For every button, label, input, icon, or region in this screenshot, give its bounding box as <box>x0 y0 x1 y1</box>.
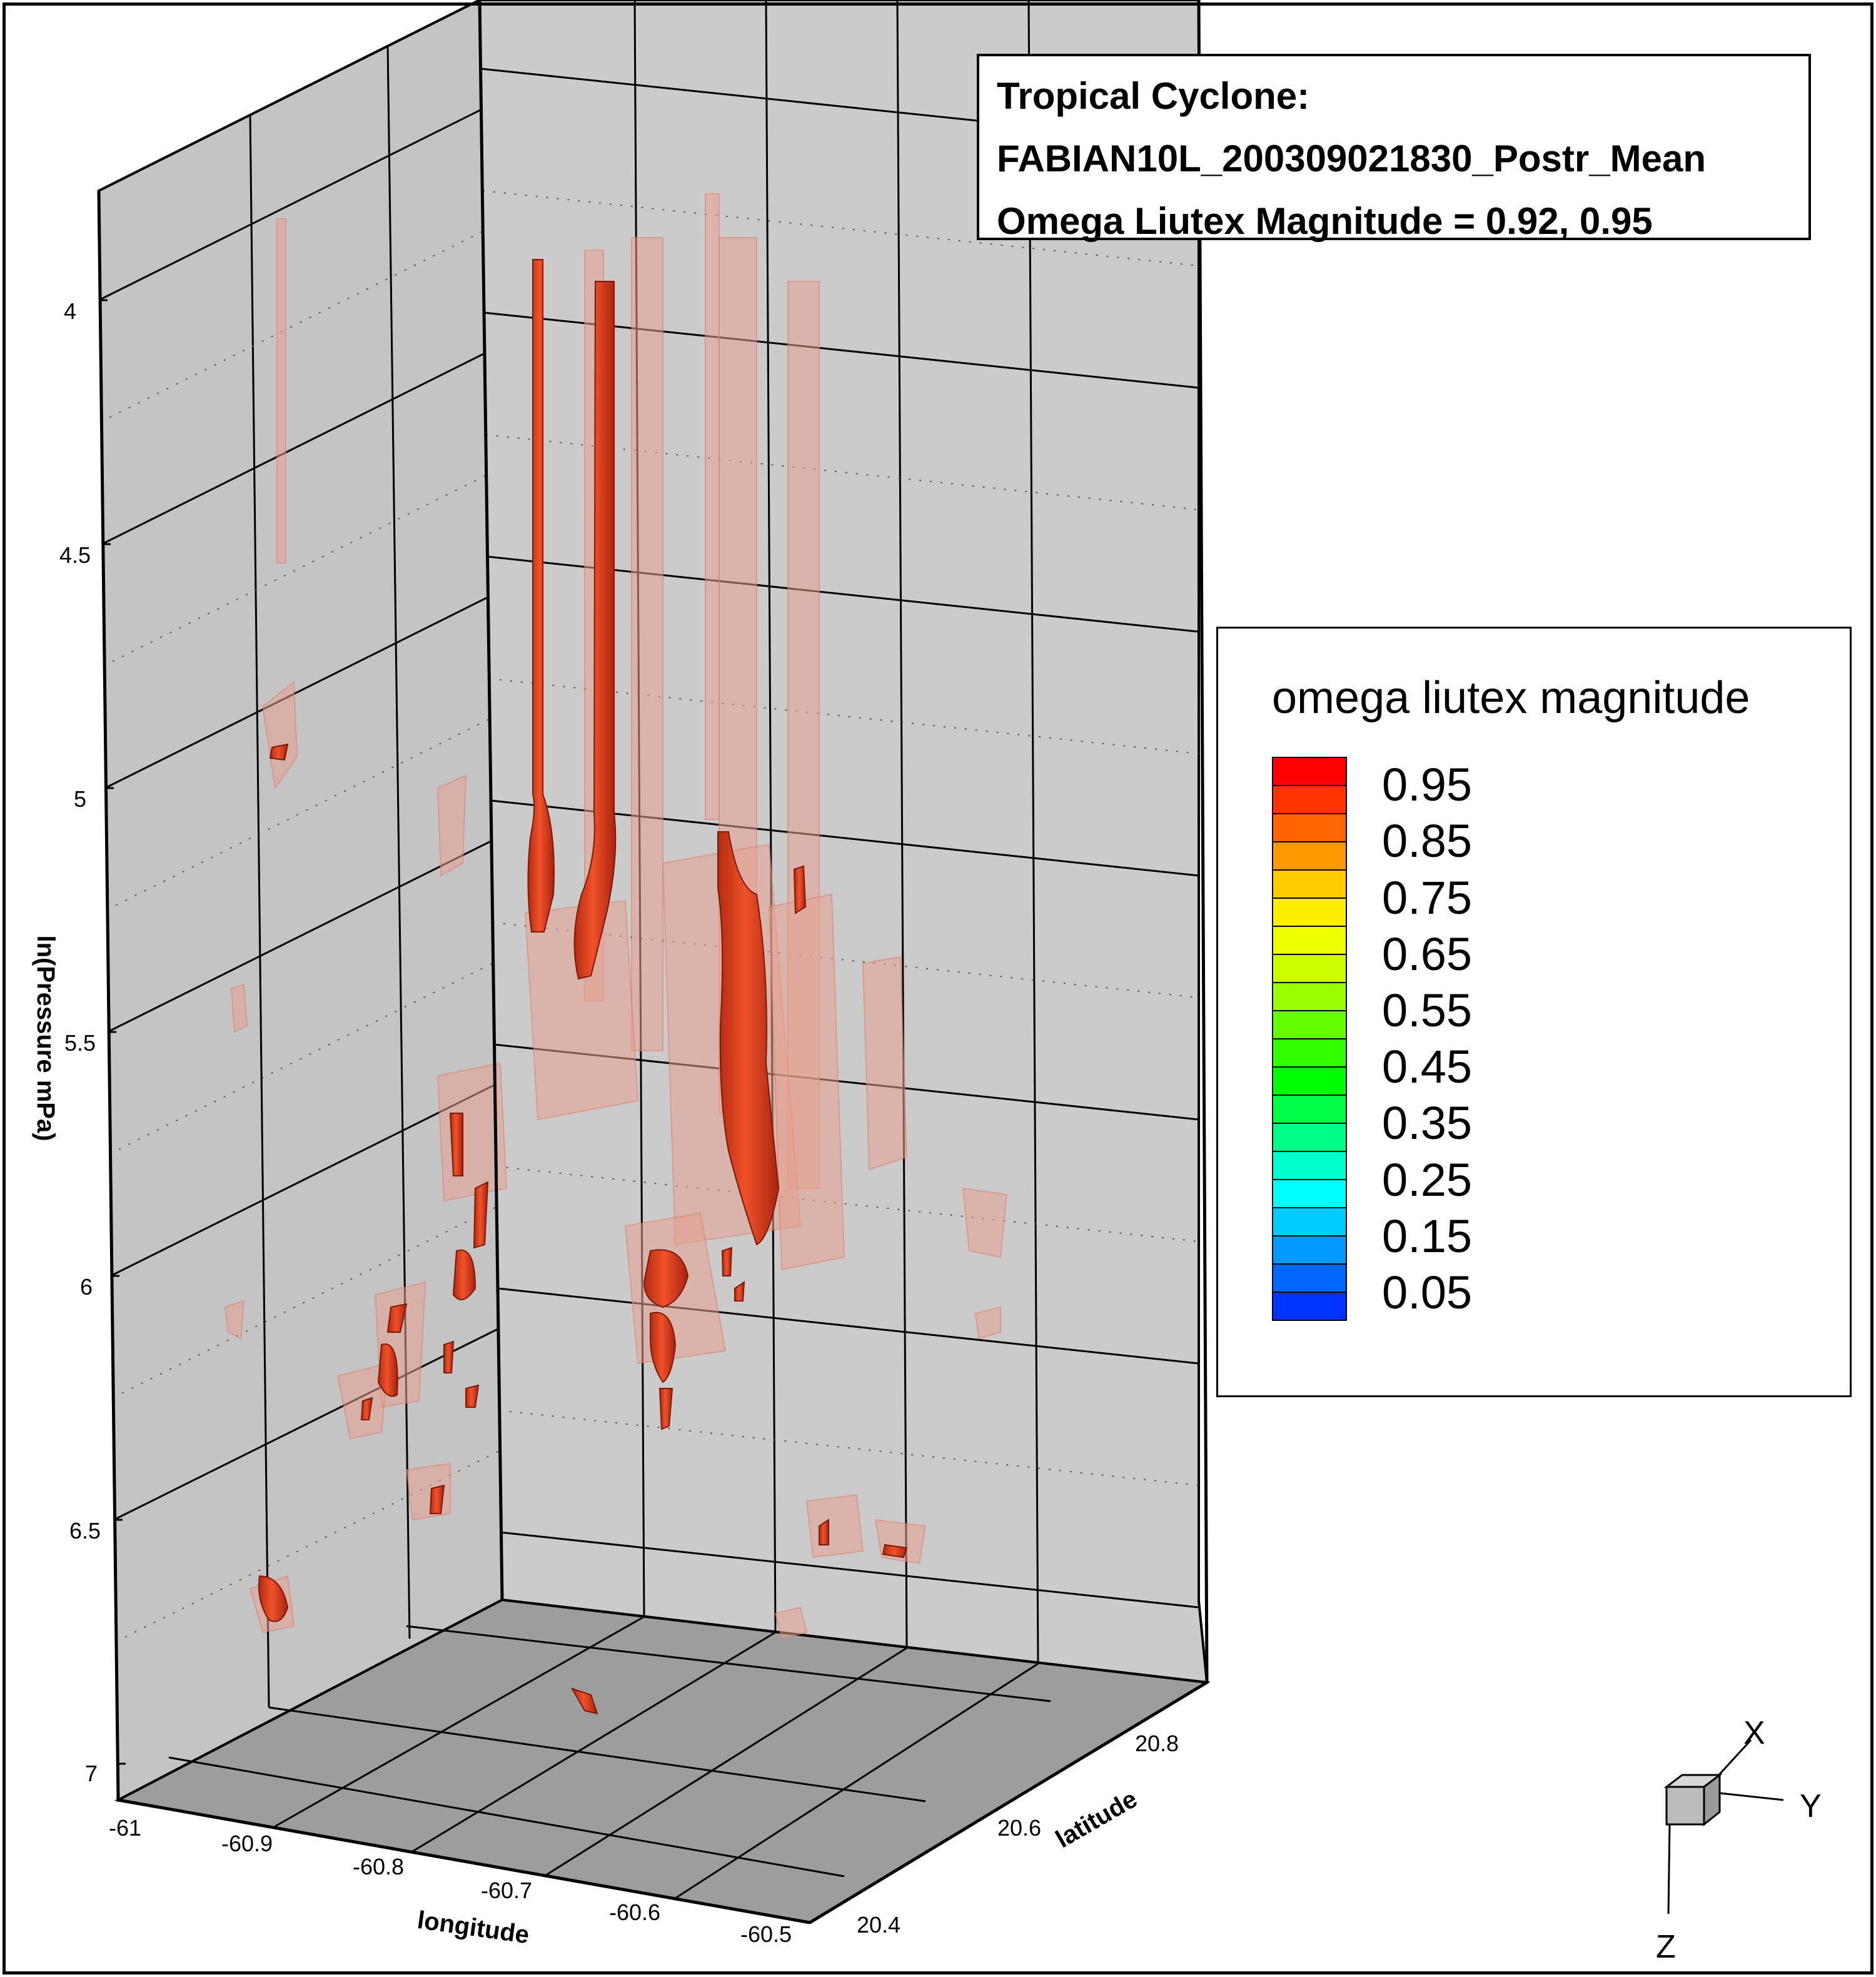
legend-swatch <box>1273 842 1346 871</box>
legend-label: 0.95 <box>1382 759 1473 811</box>
color-legend: omega liutex magnitude 0.95 0.85 0.75 0.65 0… <box>1216 627 1852 1397</box>
isosurface-strong <box>258 259 908 1715</box>
z-tick-label: 6.5 <box>69 1518 101 1544</box>
orientation-axes: X Y Z <box>1656 1715 1822 1965</box>
x-tick-label: -60.5 <box>740 1921 792 1947</box>
legend-swatch <box>1273 871 1346 899</box>
z-tick-label: 5.5 <box>64 1030 96 1056</box>
legend-swatch <box>1273 955 1346 983</box>
y-axis-title: latitude <box>1051 1785 1142 1853</box>
legend-color-bar <box>1272 757 1347 1321</box>
legend-swatch <box>1273 1236 1346 1265</box>
legend-label: 0.75 <box>1382 871 1473 924</box>
legend-label: 0.25 <box>1382 1153 1473 1206</box>
x-tick-label: -60.8 <box>353 1854 404 1879</box>
z-tick-label: 4.5 <box>59 542 91 568</box>
legend-swatch <box>1273 758 1346 786</box>
title-line: Tropical Cyclone: <box>997 75 1310 117</box>
legend-label: 0.05 <box>1382 1266 1473 1318</box>
orientation-z-label: Z <box>1656 1929 1676 1965</box>
legend-swatch <box>1273 1011 1346 1039</box>
z-tick-label: 6 <box>80 1274 93 1300</box>
legend-swatch <box>1273 927 1346 955</box>
legend-label: 0.35 <box>1382 1097 1473 1150</box>
legend-title: omega liutex magnitude <box>1272 673 1750 723</box>
legend-swatch <box>1273 1265 1346 1293</box>
title-line: Omega Liutex Magnitude = 0.92, 0.95 <box>997 200 1653 242</box>
y-tick-label: 20.8 <box>1135 1731 1179 1756</box>
x-tick-label: -60.7 <box>481 1878 532 1903</box>
legend-swatch <box>1273 1180 1346 1208</box>
orientation-x-label: X <box>1743 1715 1765 1751</box>
x-tick-label: -60.9 <box>221 1831 273 1856</box>
title-line: FABIAN10L_200309021830_Postr_Mean <box>997 138 1706 179</box>
legend-labels: 0.95 0.85 0.75 0.65 0.55 0.45 0.35 0.25 0.15 0.05 <box>1382 757 1570 1321</box>
legend-swatch <box>1273 899 1346 927</box>
legend-swatch <box>1273 1096 1346 1124</box>
legend-swatch <box>1273 1068 1346 1096</box>
y-tick-label: 20.4 <box>857 1912 900 1938</box>
x-tick-label: -61 <box>109 1815 141 1841</box>
z-tick-label: 5 <box>74 786 86 812</box>
x-tick-label: -60.6 <box>609 1899 660 1925</box>
z-tick-marks <box>99 299 126 1765</box>
legend-swatch <box>1273 814 1346 842</box>
legend-swatch <box>1273 1039 1346 1068</box>
x-axis-title: longitude <box>416 1906 531 1949</box>
y-tick-label: 20.6 <box>997 1815 1041 1841</box>
orientation-y-label: Y <box>1800 1788 1822 1824</box>
legend-label: 0.55 <box>1382 984 1473 1036</box>
legend-swatch <box>1273 1152 1346 1180</box>
legend-swatch <box>1273 1208 1346 1236</box>
legend-label: 0.15 <box>1382 1210 1473 1262</box>
legend-swatch <box>1273 983 1346 1011</box>
legend-swatch <box>1273 1124 1346 1152</box>
z-axis-title: ln(Pressure mPa) <box>32 935 59 1141</box>
title-box: Tropical Cyclone: FABIAN10L_200309021830… <box>977 54 1811 242</box>
z-tick-label: 4 <box>64 298 76 324</box>
box-edges <box>97 0 1209 1924</box>
legend-label: 0.65 <box>1382 928 1473 980</box>
legend-swatch <box>1273 786 1346 814</box>
z-tick-label: 7 <box>85 1761 98 1786</box>
legend-swatch <box>1273 1293 1346 1320</box>
legend-label: 0.85 <box>1382 815 1473 867</box>
legend-label: 0.45 <box>1382 1041 1473 1093</box>
